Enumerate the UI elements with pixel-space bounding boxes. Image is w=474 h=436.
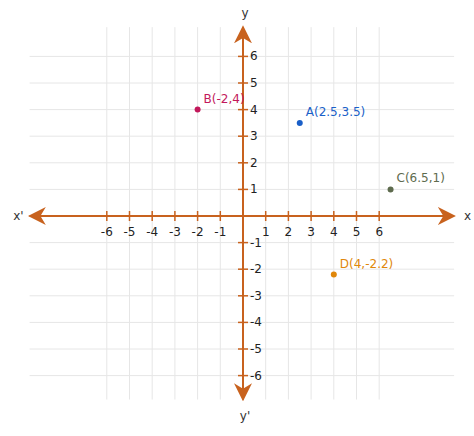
point-label: B(-2,4) xyxy=(204,92,245,106)
y-tick xyxy=(238,242,248,244)
x-tick xyxy=(151,211,153,221)
y-tick xyxy=(238,268,248,270)
point xyxy=(388,186,394,192)
x-tick-label: -6 xyxy=(101,225,113,239)
y-tick xyxy=(238,322,248,324)
x-tick-label: -3 xyxy=(169,225,181,239)
grid-line-y xyxy=(30,56,454,57)
point xyxy=(297,120,303,126)
points xyxy=(195,107,394,278)
x-tick xyxy=(220,211,222,221)
y-tick-label: -4 xyxy=(250,315,262,329)
y-tick-label: -2 xyxy=(250,262,262,276)
x-tick xyxy=(378,211,380,221)
x-tick-label: 3 xyxy=(307,225,315,239)
x-tick-label: 6 xyxy=(375,225,383,239)
x-tick xyxy=(333,211,335,221)
x-axis-label: x xyxy=(464,209,471,223)
y-tick-label: 6 xyxy=(250,49,258,63)
y-tick xyxy=(238,135,248,137)
x-tick xyxy=(129,211,131,221)
x-tick xyxy=(310,211,312,221)
x-tick-label: 1 xyxy=(262,225,270,239)
y-tick-label: -5 xyxy=(250,342,262,356)
y-tick xyxy=(238,295,248,297)
axes xyxy=(30,27,454,399)
x-tick-label: 4 xyxy=(330,225,338,239)
y-tick xyxy=(238,56,248,58)
y-tick-label: -1 xyxy=(250,236,262,250)
y-tick-label: -3 xyxy=(250,289,262,303)
x-tick xyxy=(265,211,267,221)
point xyxy=(331,272,337,278)
grid-line-y xyxy=(30,322,454,323)
x-tick xyxy=(174,211,176,221)
y-tick-label: 5 xyxy=(250,76,258,90)
y-tick-label: -6 xyxy=(250,369,262,383)
grid xyxy=(30,27,454,399)
y-tick xyxy=(238,189,248,191)
chart: -6-5-4-3-2-1123456-6-5-4-3-2-1123456xx'y… xyxy=(0,0,474,436)
grid-line-y xyxy=(30,349,454,350)
grid-line-y xyxy=(30,295,454,296)
y-tick-label: 4 xyxy=(250,103,258,117)
point-label: A(2.5,3.5) xyxy=(306,105,366,119)
x-tick-label: 5 xyxy=(353,225,361,239)
y-neg-axis-label: y' xyxy=(240,409,250,423)
y-tick xyxy=(238,109,248,111)
y-tick-label: 1 xyxy=(250,182,258,196)
x-tick xyxy=(197,211,199,221)
grid-line-y xyxy=(30,109,454,110)
point xyxy=(195,107,201,113)
x-tick xyxy=(106,211,108,221)
grid-line-y xyxy=(30,162,454,163)
chart-root: -6-5-4-3-2-1123456-6-5-4-3-2-1123456xx'y… xyxy=(0,0,474,436)
y-tick xyxy=(238,162,248,164)
x-tick xyxy=(356,211,358,221)
y-axis-label: y xyxy=(241,6,248,20)
grid-line-y xyxy=(30,375,454,376)
x-tick-label: -2 xyxy=(192,225,204,239)
grid-line-y xyxy=(30,242,454,243)
point-label: D(4,-2.2) xyxy=(340,257,393,271)
x-tick xyxy=(288,211,290,221)
grid-line-y xyxy=(30,136,454,137)
x-tick-label: -4 xyxy=(146,225,158,239)
point-label: C(6.5,1) xyxy=(397,171,445,185)
x-axis xyxy=(30,215,454,217)
x-tick-label: -1 xyxy=(214,225,226,239)
x-tick-label: -5 xyxy=(124,225,136,239)
y-tick-label: 3 xyxy=(250,129,258,143)
x-neg-axis-label: x' xyxy=(13,209,23,223)
grid-line-y xyxy=(30,83,454,84)
y-tick-label: 2 xyxy=(250,156,258,170)
y-tick xyxy=(238,375,248,377)
y-tick xyxy=(238,82,248,84)
x-tick-label: 2 xyxy=(285,225,293,239)
y-tick xyxy=(238,348,248,350)
